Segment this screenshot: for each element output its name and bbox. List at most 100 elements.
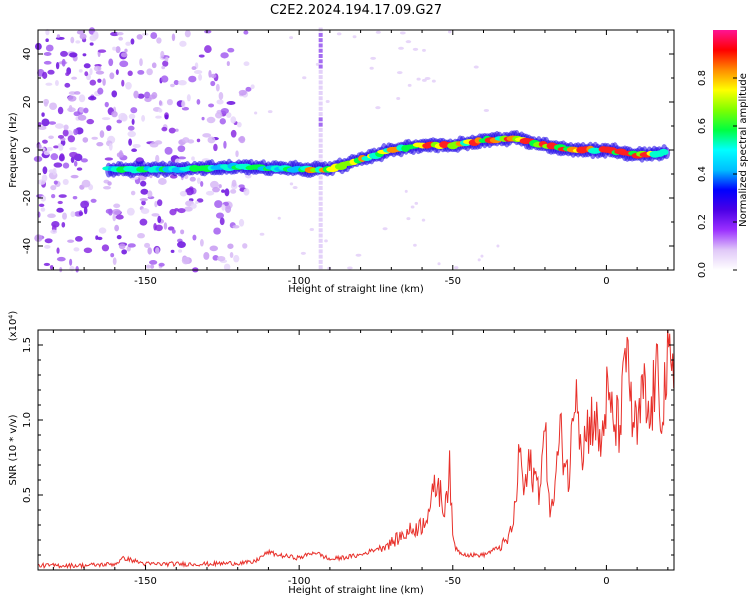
- noise-blob: [115, 46, 121, 54]
- noise-blob: [93, 65, 102, 72]
- noise-blob: [125, 41, 131, 46]
- noise-blob: [116, 235, 122, 240]
- stripe-cell: [318, 175, 323, 180]
- noise-blob: [127, 125, 135, 131]
- noise-blob: [97, 87, 104, 95]
- x-tick-label: -50: [445, 276, 461, 287]
- noise-blob: [324, 239, 328, 243]
- stripe-cell: [318, 249, 323, 254]
- noise-blob: [454, 266, 459, 270]
- noise-blob: [157, 215, 162, 224]
- noise-blob: [48, 169, 55, 174]
- stripe-cell: [318, 222, 323, 227]
- snr-xlabel: Height of straight line (km): [288, 585, 424, 596]
- stripe-cell: [318, 80, 323, 85]
- noise-blob: [116, 152, 124, 158]
- colorbar-tick-label: 0.8: [697, 70, 708, 86]
- stripe-cell: [318, 196, 323, 201]
- stripe-cell: [318, 138, 323, 143]
- noise-blob: [177, 208, 186, 214]
- noise-blob: [161, 65, 166, 70]
- noise-blob: [170, 83, 175, 88]
- stripe-cell: [318, 43, 323, 48]
- noise-blob: [43, 60, 52, 65]
- noise-blob: [155, 247, 160, 255]
- noise-blob: [226, 101, 236, 105]
- stripe-cell: [318, 154, 323, 159]
- stripe-cell: [318, 112, 323, 117]
- noise-blob: [170, 249, 175, 253]
- noise-blob: [128, 138, 133, 146]
- noise-blob: [89, 79, 97, 86]
- x-tick-label: -150: [134, 276, 157, 287]
- noise-blob: [245, 86, 252, 92]
- noise-blob: [76, 167, 83, 171]
- noise-blob: [191, 66, 197, 71]
- noise-blob: [78, 107, 85, 113]
- stripe-cell: [318, 207, 323, 212]
- noise-blob: [398, 46, 404, 50]
- noise-blob: [149, 259, 158, 265]
- vertical-stripe: [318, 27, 323, 270]
- noise-blob: [69, 147, 77, 151]
- noise-blob: [396, 71, 403, 75]
- noise-blob: [412, 47, 419, 51]
- noise-blob: [149, 141, 159, 148]
- noise-blob: [184, 29, 191, 38]
- noise-blob: [56, 256, 66, 262]
- noise-blob: [200, 180, 204, 187]
- noise-blob: [44, 244, 51, 249]
- x-tick-label: -50: [445, 576, 461, 587]
- noise-blob: [47, 69, 55, 75]
- stripe-cell: [318, 238, 323, 243]
- noise-blob: [111, 90, 118, 98]
- noise-blob: [73, 111, 81, 117]
- noise-blob: [242, 243, 248, 249]
- noise-blob: [212, 186, 220, 193]
- noise-blob: [116, 32, 124, 36]
- noise-blob: [62, 178, 69, 186]
- noise-blob: [181, 100, 186, 108]
- x-tick-label: 0: [603, 576, 609, 587]
- noise-blob: [38, 203, 45, 207]
- noise-blob: [45, 38, 49, 43]
- noise-blob: [150, 32, 158, 40]
- noise-blob: [110, 31, 119, 37]
- spectrogram-panel: -150 -100 -50 0 -40 -20 0 20 40 Height of strai…: [8, 27, 675, 295]
- noise-blob: [131, 118, 135, 125]
- noise-blob: [216, 255, 226, 262]
- stripe-cell: [318, 64, 323, 69]
- noise-blob: [62, 212, 67, 220]
- noise-blob: [210, 80, 216, 87]
- colorbar-tick-label: 0.2: [697, 214, 708, 230]
- noise-blob: [40, 207, 46, 212]
- noise-blob: [78, 211, 84, 216]
- noise-blob: [42, 71, 48, 79]
- noise-blob: [347, 266, 353, 270]
- noise-blob: [112, 208, 121, 216]
- noise-blob: [37, 179, 46, 185]
- noise-blob: [89, 42, 94, 46]
- snr-plot-area: [38, 330, 674, 570]
- noise-blob: [82, 137, 89, 143]
- ridge-cell: [658, 148, 669, 156]
- noise-blob: [277, 216, 281, 220]
- noise-blob: [63, 124, 69, 131]
- noise-blob: [171, 33, 176, 42]
- x-tick-label: -100: [288, 576, 311, 587]
- noise-blob: [226, 112, 232, 118]
- ridge-layer: [102, 129, 671, 179]
- noise-blob: [399, 31, 406, 35]
- noise-blob: [71, 76, 78, 80]
- noise-blob: [421, 218, 426, 222]
- stripe-cell: [318, 106, 323, 111]
- noise-blob: [118, 243, 126, 250]
- noise-blob: [53, 162, 63, 168]
- noise-blob: [151, 92, 158, 99]
- noise-blob: [144, 91, 151, 99]
- noise-blob: [177, 80, 187, 86]
- noise-blob: [49, 102, 58, 110]
- noise-blob: [91, 136, 98, 140]
- stripe-cell: [318, 90, 323, 95]
